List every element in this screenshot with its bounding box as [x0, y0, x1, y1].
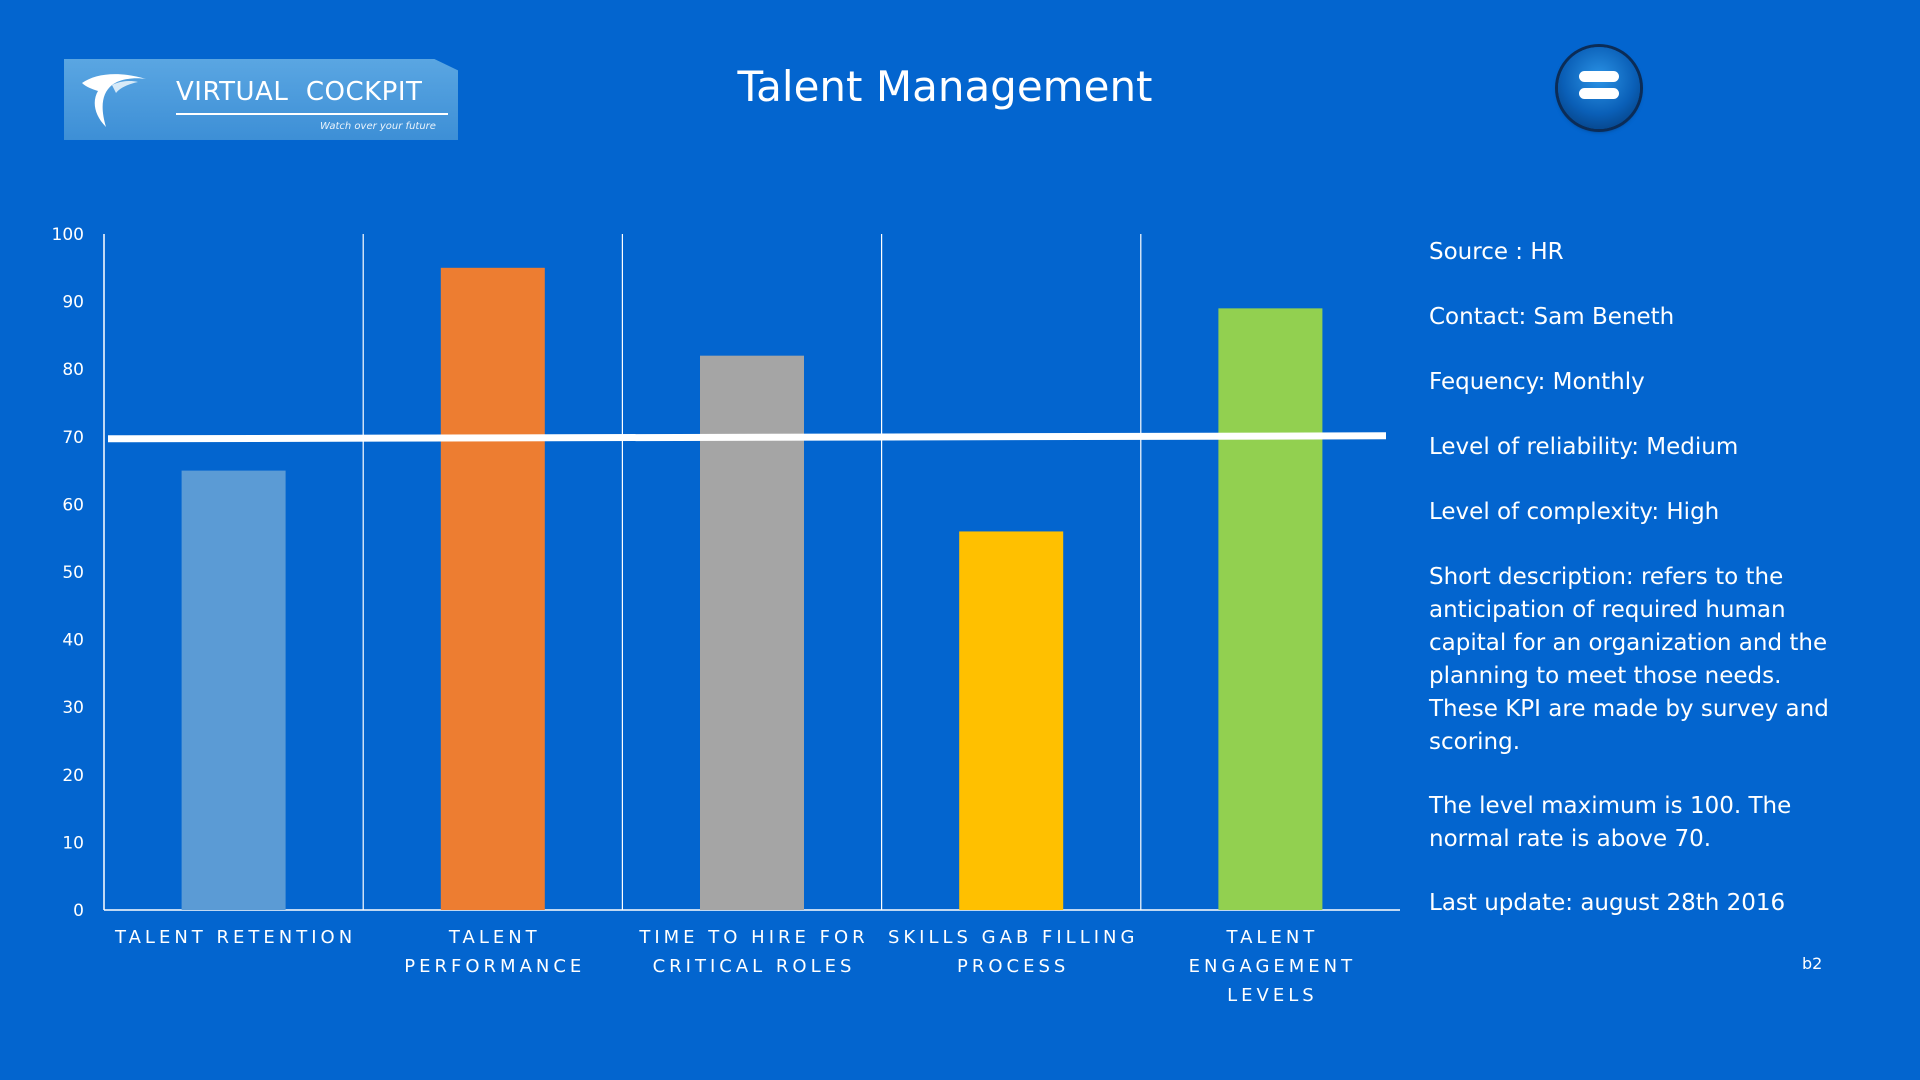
y-tick-label: 70 [62, 428, 84, 448]
info-panel: Source : HR Contact: Sam Beneth Fequency… [1429, 236, 1849, 952]
info-description: Short description: refers to the anticip… [1429, 564, 1829, 755]
info-complexity: Level of complexity: High [1429, 499, 1720, 525]
page-title: Talent Management [737, 62, 1153, 111]
menu-button[interactable] [1558, 47, 1640, 129]
menu-icon-bar-bottom [1579, 88, 1619, 99]
y-tick-label: 80 [62, 360, 84, 380]
virtual-cockpit-logo: VIRTUAL COCKPIT Watch over your future [64, 59, 458, 140]
logo-tagline: Watch over your future [320, 121, 436, 132]
info-level-note: The level maximum is 100. The normal rat… [1429, 793, 1792, 852]
info-source: Source : HR [1429, 239, 1564, 265]
category-label: TIME TO HIRE FOR [638, 927, 868, 948]
category-label: ENGAGEMENT [1189, 956, 1356, 977]
y-tick-label: 0 [73, 901, 84, 921]
menu-icon-bar-top [1579, 71, 1619, 82]
info-last-update: Last update: august 28th 2016 [1429, 890, 1786, 916]
category-label: TALENT RETENTION [114, 927, 356, 948]
info-contact: Contact: Sam Beneth [1429, 304, 1675, 330]
logo-brand-left: VIRTUAL [176, 77, 289, 107]
bar-1 [181, 470, 286, 910]
y-tick-label: 50 [62, 563, 84, 583]
y-tick-label: 10 [62, 833, 84, 853]
bar-2 [440, 267, 545, 910]
category-label: PERFORMANCE [404, 956, 585, 977]
y-tick-label: 90 [62, 293, 84, 313]
category-label: CRITICAL ROLES [653, 956, 856, 977]
bird-logo-icon [82, 74, 146, 127]
logo-underline [176, 113, 448, 115]
info-reliability: Level of reliability: Medium [1429, 434, 1739, 460]
category-label: SKILLS GAB FILLING [888, 927, 1139, 948]
category-label: TALENT [1226, 927, 1319, 948]
bar-4 [959, 531, 1064, 910]
info-frequency: Fequency: Monthly [1429, 369, 1645, 395]
y-tick-label: 100 [52, 225, 84, 245]
bar-chart: 0 10 20 30 40 50 60 70 80 90 100 TALENT RETENTION TA… [52, 225, 1400, 1006]
logo-brand-right: COCKPIT [305, 77, 423, 107]
category-label: LEVELS [1227, 985, 1318, 1006]
bar-3 [700, 355, 804, 910]
category-label: TALENT [448, 927, 541, 948]
bar-5 [1218, 308, 1323, 910]
threshold-line [107, 432, 1387, 443]
y-tick-label: 20 [62, 766, 84, 786]
logo-brand: VIRTUAL COCKPIT [176, 77, 422, 107]
y-tick-label: 60 [62, 495, 84, 515]
y-tick-label: 30 [62, 698, 84, 718]
slide-code: b2 [1802, 954, 1823, 973]
y-tick-label: 40 [62, 631, 84, 651]
category-label: PROCESS [957, 956, 1069, 977]
